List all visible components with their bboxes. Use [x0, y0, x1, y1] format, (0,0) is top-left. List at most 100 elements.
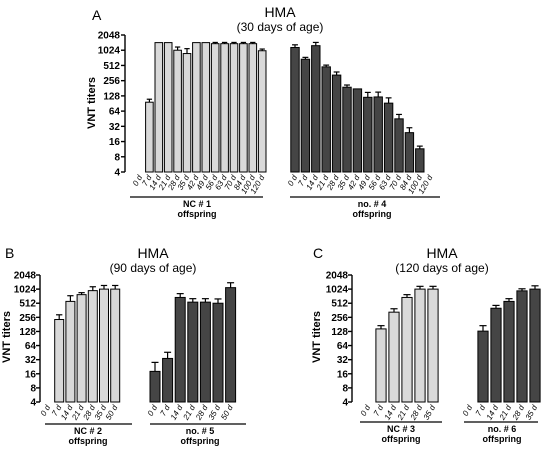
x-tick-label: 14 d [169, 403, 185, 421]
bar [257, 50, 267, 173]
x-tick-label: 28 d [408, 403, 424, 422]
x-tick-label: 28 d [194, 403, 210, 422]
chart-title: HMA [264, 4, 296, 20]
y-tick-label: 4 [342, 398, 348, 409]
bar [415, 148, 425, 173]
bar [225, 287, 237, 403]
chart-subtitle: (90 days of age) [110, 261, 197, 275]
chart-title: HMA [137, 245, 169, 261]
y-tick-label: 2048 [326, 271, 349, 282]
bar [321, 66, 331, 173]
y-tick-label: 64 [25, 341, 37, 352]
bar [154, 42, 164, 173]
y-axis: 2048 1024 512 256 128 64 32 16 8 4 [98, 31, 126, 179]
bar [201, 42, 211, 173]
bar [342, 86, 352, 173]
bar [173, 49, 182, 173]
y-tick-label: 2048 [14, 271, 37, 282]
panel-b: B HMA (90 days of age) VNT titers 2048 10… [1, 245, 246, 446]
bar [503, 300, 515, 403]
bar [414, 288, 426, 403]
y-tick-label: 8 [30, 383, 36, 394]
x-tick-label: 50 d [219, 403, 235, 421]
bar [76, 294, 87, 403]
x-tick-label: 21 d [497, 403, 513, 422]
y-tick-label: 32 [25, 355, 37, 366]
bar [427, 288, 439, 403]
bar [187, 301, 199, 403]
bar [383, 102, 394, 173]
y-tick-label: 128 [103, 91, 120, 102]
bar [239, 43, 248, 173]
y-tick-label: 32 [109, 122, 121, 133]
group-sublabel-2: offspring [483, 434, 522, 444]
y-axis-label: VNT titers [86, 77, 98, 129]
group-label-2: no. # 5 [186, 426, 215, 436]
group-label-2: no. # 4 [358, 199, 387, 209]
panel-letter: B [5, 245, 14, 261]
bar [162, 357, 174, 403]
chart-title: HMA [426, 245, 458, 261]
x-axis-labels: 0 d7 d14 d21 d28 d35 d42 d49 d56 d63 d70… [130, 173, 440, 198]
bar [182, 53, 192, 173]
bar [210, 43, 220, 173]
bar [394, 118, 404, 173]
group-label-1: NC # 1 [183, 199, 211, 209]
panel-letter: C [313, 245, 323, 261]
bar [401, 296, 413, 403]
y-tick-label: 128 [331, 327, 348, 338]
x-tick-label: 0 d [39, 403, 53, 418]
bar [388, 311, 400, 403]
bar [529, 288, 541, 403]
y-tick-label: 256 [19, 313, 36, 324]
y-tick-label: 64 [337, 341, 349, 352]
bar [149, 370, 161, 403]
x-tick-label: 21 d [181, 403, 197, 422]
bar [145, 101, 154, 173]
bar [363, 96, 373, 173]
x-tick-label: 21 d [395, 403, 411, 422]
y-tick-label: 512 [103, 61, 120, 72]
y-tick-label: 256 [331, 313, 348, 324]
y-tick-label: 4 [114, 168, 120, 179]
bar [311, 45, 321, 173]
y-tick-label: 4 [30, 398, 36, 409]
y-tick-label: 64 [109, 107, 121, 118]
bars [145, 41, 425, 173]
bar [54, 319, 65, 403]
group-label-1: NC # 3 [387, 424, 415, 434]
y-axis: 2048 1024 512 256 128 64 32 16 8 4 [14, 271, 41, 409]
y-tick-label: 1024 [326, 285, 349, 296]
y-tick-label: 16 [337, 369, 349, 380]
group-sublabel-1: offspring [382, 434, 421, 444]
bar [248, 43, 258, 173]
x-tick-label: 14 d [383, 403, 399, 421]
bar [331, 74, 342, 173]
y-tick-label: 8 [342, 383, 348, 394]
y-tick-label: 512 [19, 299, 36, 310]
y-tick-label: 1024 [14, 285, 37, 296]
bar [477, 330, 489, 403]
bar [373, 96, 383, 173]
bar [290, 46, 300, 173]
x-tick-label: 14 d [485, 403, 501, 421]
bar [174, 296, 186, 403]
group-sublabel-1: offspring [69, 436, 108, 446]
x-tick-label: 0 d [461, 403, 475, 418]
y-tick-label: 512 [331, 299, 348, 310]
chart-subtitle: (30 days of age) [237, 20, 324, 34]
group-sublabel-2: offspring [353, 209, 392, 219]
bar [404, 132, 415, 173]
chart-subtitle: (120 days of age) [395, 261, 488, 275]
bar [375, 328, 387, 403]
y-axis-label: VNT titers [1, 311, 13, 363]
y-tick-label: 2048 [98, 31, 121, 42]
y-tick-label: 8 [114, 152, 120, 163]
panel-a: A HMA (30 days of age) VNT titers 2048 10… [86, 4, 440, 219]
bar [490, 307, 502, 403]
bar [87, 290, 98, 403]
bar [220, 43, 229, 173]
group-label-1: NC # 2 [74, 426, 102, 436]
